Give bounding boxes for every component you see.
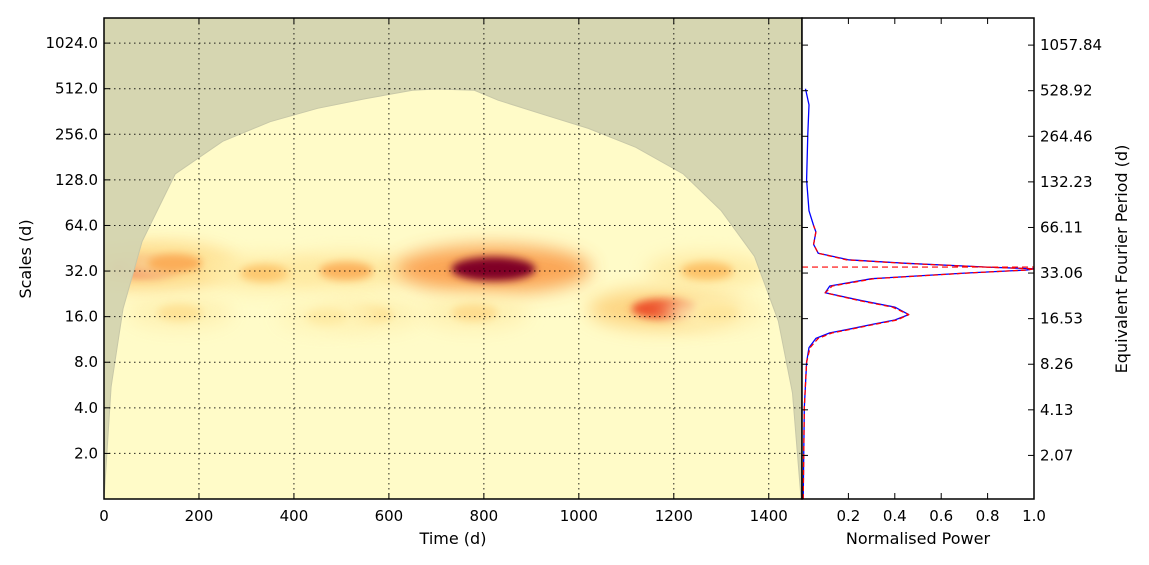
time-tick-label: 0: [99, 507, 109, 525]
scale-tick-label: 32.0: [65, 262, 98, 280]
power-axis-label: Normalised Power: [846, 529, 991, 548]
power-hotspot: [239, 264, 292, 283]
period-tick-label: 33.06: [1040, 264, 1083, 282]
time-axis-ticks: 0 200 400 600 800 1000 1200 1400: [99, 18, 788, 525]
power-tick-label: 0.4: [883, 507, 907, 525]
power-tick-label: 0.2: [836, 507, 860, 525]
power-hotspot: [680, 262, 734, 281]
scale-tick-label: 128.0: [55, 171, 98, 189]
period-tick-label: 1057.84: [1040, 36, 1102, 54]
power-hotspot: [694, 304, 739, 321]
spectrum-background: [802, 18, 1034, 499]
scale-tick-label: 1024.0: [46, 34, 99, 52]
power-hotspot: [147, 254, 203, 273]
power-hotspot: [319, 261, 374, 281]
scale-axis-ticks: 2.0 4.0 8.0 16.0 32.0 64.0 128.0 256.0 512.0 1024…: [46, 34, 110, 462]
time-tick-label: 1200: [655, 507, 693, 525]
cone-of-influence: [104, 18, 802, 499]
power-hotspot: [451, 257, 536, 282]
time-axis-label: Time (d): [419, 529, 487, 548]
time-tick-label: 400: [280, 507, 309, 525]
scale-tick-label: 64.0: [65, 216, 98, 234]
power-hotspot: [451, 304, 498, 322]
power-tick-label: 0.8: [976, 507, 1000, 525]
period-tick-label: 528.92: [1040, 82, 1093, 100]
scale-tick-label: 512.0: [55, 80, 98, 98]
period-tick-label: 16.53: [1040, 310, 1083, 328]
scale-tick-label: 2.0: [74, 444, 98, 462]
time-tick-label: 1400: [750, 507, 788, 525]
period-tick-label: 66.11: [1040, 218, 1083, 236]
time-tick-label: 800: [470, 507, 499, 525]
time-tick-label: 600: [375, 507, 404, 525]
period-tick-label: 264.46: [1040, 127, 1093, 145]
power-tick-label: 0.6: [929, 507, 953, 525]
power-axis-ticks: 0.2 0.4 0.6 0.8 1.0: [836, 18, 1046, 525]
power-tick-label: 1.0: [1022, 507, 1046, 525]
period-tick-label: 132.23: [1040, 173, 1093, 191]
spectrum-line-dashed: [802, 225, 1034, 499]
scale-tick-label: 256.0: [55, 125, 98, 143]
spectrum-frame: [801, 17, 1035, 500]
scale-axis-label: Scales (d): [16, 219, 35, 298]
period-tick-label: 4.13: [1040, 401, 1073, 419]
heatmap-grid: [104, 18, 802, 499]
fourier-period-axis-label: Equivalent Fourier Period (d): [1112, 145, 1131, 374]
global-spectrum-panel: 0.2 0.4 0.6 0.8 1.0 2.07 4.13 8.26 16.53 33.06 66…: [801, 17, 1131, 548]
fourier-period-ticks: 2.07 4.13 8.26 16.53 33.06 66.11 132.23 264.46 5…: [802, 36, 1102, 464]
scale-tick-label: 4.0: [74, 399, 98, 417]
spectrum-lines: [802, 88, 1034, 499]
period-tick-label: 8.26: [1040, 355, 1073, 373]
scale-tick-label: 16.0: [65, 308, 98, 326]
wavelet-power-panel: 0 200 400 600 800 1000 1200 1400 2.0 4.0 8.0 16.0 3…: [16, 17, 803, 548]
time-tick-label: 1000: [560, 507, 598, 525]
time-tick-label: 200: [185, 507, 214, 525]
power-hotspot: [157, 304, 203, 322]
period-tick-label: 2.07: [1040, 446, 1073, 464]
scale-tick-label: 8.0: [74, 353, 98, 371]
power-hotspot: [305, 308, 349, 325]
